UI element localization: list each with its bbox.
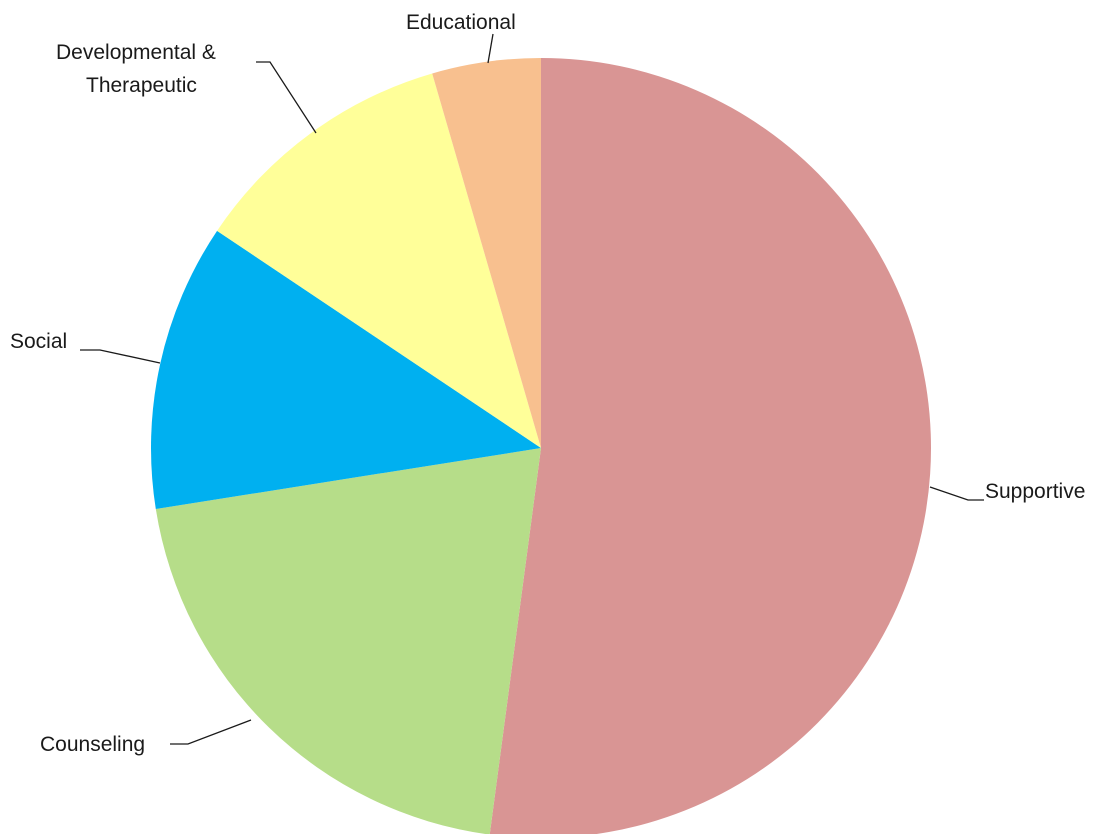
leader-line-counseling	[170, 719, 252, 745]
pie-slice-supportive	[489, 58, 931, 834]
leader-line-educational	[487, 33, 494, 64]
slice-label-developmental-therapeutic-line1: Developmental &	[56, 41, 216, 64]
slice-labels: Supportive Counseling Social Development…	[10, 11, 1085, 756]
pie-slice-counseling	[155, 448, 541, 834]
pie-slice-developmental-therapeutic	[217, 73, 541, 449]
leader-line-social	[80, 349, 161, 364]
pie-slices	[150, 58, 931, 834]
pie-slice-educational	[432, 58, 541, 448]
slice-label-developmental-therapeutic-line2: Therapeutic	[86, 74, 197, 97]
leader-line-developmental-therapeutic	[256, 61, 317, 134]
slice-label-educational: Educational	[406, 11, 516, 34]
leader-lines	[80, 33, 984, 745]
slice-label-supportive: Supportive	[985, 480, 1085, 503]
pie-slice-social	[150, 230, 541, 510]
leader-line-supportive	[929, 486, 984, 501]
slice-label-counseling: Counseling	[40, 733, 145, 756]
slice-label-social: Social	[10, 330, 67, 353]
